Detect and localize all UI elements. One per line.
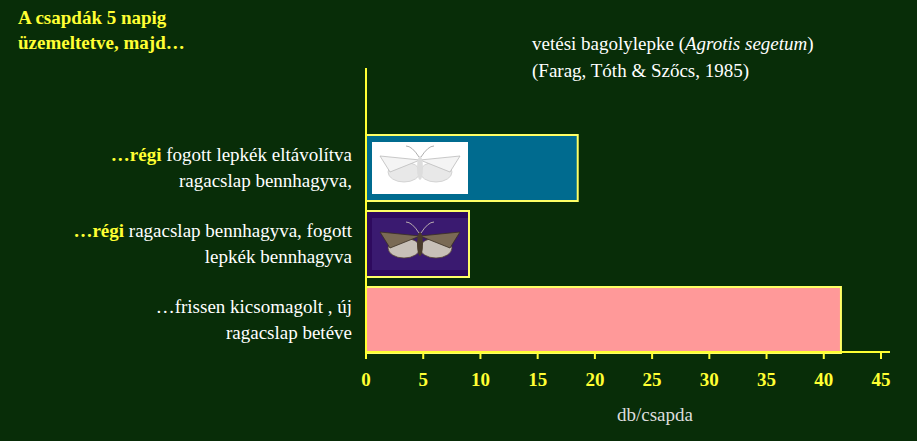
x-tick [365, 352, 367, 359]
x-tick [766, 352, 768, 359]
x-tick-label: 25 [643, 369, 662, 390]
category-label: …régi ragacslap bennhagyva, fogott lepkék… [73, 220, 352, 267]
bars [366, 135, 841, 353]
moth-icon [372, 142, 468, 194]
subtitle: vetési bagolylepke (Agrotis segetum) (Far… [532, 33, 814, 82]
category-rest: fogott lepkék eltávolítva [162, 144, 353, 165]
subtitle-part: (Agrotis segetum) [679, 33, 814, 55]
moth-antenna [406, 146, 434, 157]
x-tick [422, 352, 424, 359]
y-axis [365, 68, 367, 352]
moth-body [417, 156, 423, 180]
subtitle-italic: Agrotis segetum [683, 33, 807, 54]
category-label: …régi fogott lepkék eltávolítva ragacslap… [111, 144, 353, 191]
moth-wing [380, 156, 420, 172]
title-line: A csapdák 5 napig [18, 7, 167, 28]
x-tick-label: 10 [471, 369, 490, 390]
category-line: ragacslap betéve [226, 322, 352, 343]
x-tick-label: 15 [528, 369, 547, 390]
title-line: üzemeltetve, majd… [18, 32, 185, 53]
category-highlight: …régi [73, 220, 124, 241]
category-line: …régi fogott lepkék eltávolítva [111, 144, 353, 165]
moth-body [417, 232, 423, 256]
moth-icon [372, 218, 468, 270]
x-tick [651, 352, 653, 359]
moth-wing [420, 232, 460, 248]
bar [366, 287, 841, 353]
x-tick [823, 352, 825, 359]
x-tick [880, 352, 882, 359]
x-tick-label: 35 [757, 369, 776, 390]
x-tick-label: 5 [418, 369, 428, 390]
x-tick [594, 352, 596, 359]
chart: A csapdák 5 napig üzemeltetve, majd… vetés… [0, 0, 917, 441]
moth-frame [372, 218, 468, 270]
bar [366, 135, 578, 201]
category-label: …frissen kicsomagolt , új ragacslap betév… [156, 296, 352, 343]
bar [366, 211, 469, 277]
moth-wing [380, 232, 420, 248]
x-axis-label: db/csapda [617, 404, 694, 425]
x-tick-label: 40 [814, 369, 833, 390]
subtitle-line: (Farag, Tóth & Szőcs, 1985) [532, 60, 749, 82]
category-rest: ragacslap bennhagyva, fogott [124, 220, 353, 241]
background [0, 0, 917, 441]
moth-antenna [406, 222, 434, 233]
moth-frame [372, 142, 468, 194]
x-axis [366, 351, 890, 353]
category-highlight: …régi [111, 144, 162, 165]
x-tick [537, 352, 539, 359]
moth-wing [420, 156, 460, 172]
subtitle-part: vetési bagolylepke [532, 33, 679, 54]
x-tick-label: 0 [361, 369, 371, 390]
x-tick-label: 30 [700, 369, 719, 390]
x-tick [479, 352, 481, 359]
category-line: …frissen kicsomagolt , új [156, 296, 352, 317]
x-tick-label: 45 [872, 369, 891, 390]
x-tick-label: 20 [585, 369, 604, 390]
category-line: ragacslap bennhagyva, [179, 170, 352, 191]
category-line: …régi ragacslap bennhagyva, fogott [73, 220, 352, 241]
category-line: lepkék bennhagyva [205, 246, 353, 267]
x-tick [708, 352, 710, 359]
title: A csapdák 5 napig üzemeltetve, majd… [18, 7, 185, 53]
subtitle-part: ) [807, 33, 813, 55]
